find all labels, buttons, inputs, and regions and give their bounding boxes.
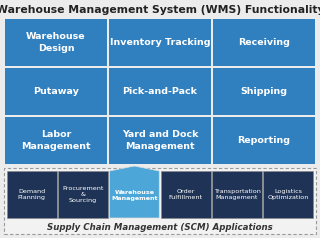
Polygon shape <box>109 166 159 218</box>
FancyBboxPatch shape <box>5 117 107 164</box>
FancyBboxPatch shape <box>7 171 57 218</box>
FancyBboxPatch shape <box>263 171 313 218</box>
Text: Supply Chain Management (SCM) Applications: Supply Chain Management (SCM) Applicatio… <box>47 223 273 233</box>
FancyBboxPatch shape <box>5 68 107 115</box>
FancyBboxPatch shape <box>161 171 211 218</box>
Text: Warehouse
Management: Warehouse Management <box>111 190 158 201</box>
FancyBboxPatch shape <box>109 19 211 66</box>
Text: Putaway: Putaway <box>33 87 79 96</box>
FancyBboxPatch shape <box>4 168 316 234</box>
FancyBboxPatch shape <box>213 68 315 115</box>
Text: Inventory Tracking: Inventory Tracking <box>110 38 210 47</box>
Text: Labor
Management: Labor Management <box>21 130 91 151</box>
Text: Warehouse Management System (WMS) Functionality: Warehouse Management System (WMS) Functi… <box>0 5 320 15</box>
Text: Logistics
Optimization: Logistics Optimization <box>268 189 309 200</box>
Text: Receiving: Receiving <box>238 38 290 47</box>
FancyBboxPatch shape <box>58 171 108 218</box>
FancyBboxPatch shape <box>213 117 315 164</box>
FancyBboxPatch shape <box>212 171 262 218</box>
Text: Pick-and-Pack: Pick-and-Pack <box>123 87 197 96</box>
Text: Demand
Planning: Demand Planning <box>18 189 46 200</box>
FancyBboxPatch shape <box>109 68 211 115</box>
Text: Procurement
&
Sourcing: Procurement & Sourcing <box>62 186 104 203</box>
Text: Warehouse
Design: Warehouse Design <box>26 32 86 53</box>
FancyBboxPatch shape <box>213 19 315 66</box>
FancyBboxPatch shape <box>5 19 107 66</box>
Text: Transportation
Management: Transportation Management <box>213 189 260 200</box>
Text: Order
Fulfillment: Order Fulfillment <box>169 189 203 200</box>
Text: Yard and Dock
Management: Yard and Dock Management <box>122 130 198 151</box>
Text: Shipping: Shipping <box>241 87 287 96</box>
Text: Reporting: Reporting <box>237 136 291 145</box>
FancyBboxPatch shape <box>109 117 211 164</box>
